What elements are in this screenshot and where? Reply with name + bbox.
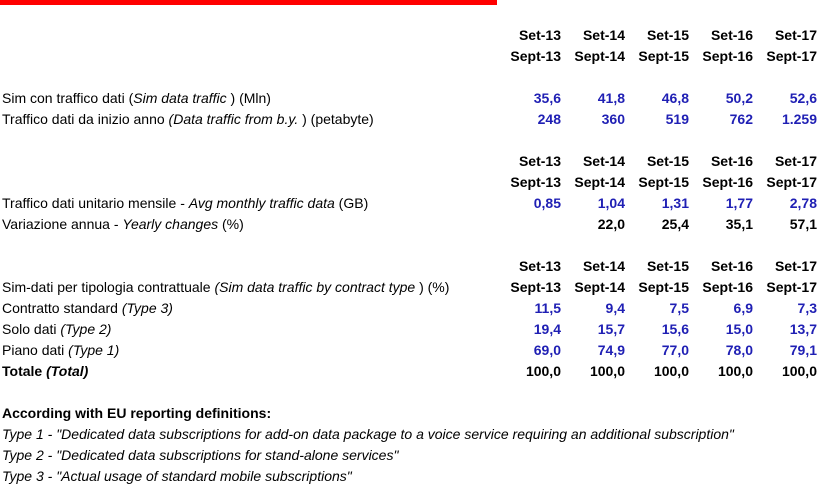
- header-cell: Sept-16: [702, 174, 753, 190]
- table-row-yearly-change: Variazione annua - Yearly changes (%) 22…: [0, 215, 839, 236]
- table-row-type1: Piano dati (Type 1) 69,0 74,9 77,0 78,0 …: [0, 341, 839, 362]
- value-cell: 57,1: [789, 216, 817, 232]
- value-cell: 52,6: [789, 90, 817, 106]
- row-label: Traffico dati unitario mensile - Avg mon…: [2, 195, 369, 211]
- row-label: Traffico dati da inizio anno (Data traff…: [2, 111, 374, 127]
- header-cell: Set-13: [518, 153, 561, 169]
- notes-title: According with EU reporting definitions:: [2, 405, 272, 421]
- header-cell: Sept-17: [766, 174, 817, 190]
- header-cell: Set-15: [646, 258, 689, 274]
- header-cell: Sept-15: [638, 48, 689, 64]
- note-type3: Type 3 - "Actual usage of standard mobil…: [2, 468, 352, 484]
- value-cell: 15,0: [725, 321, 753, 337]
- header-cell: Set-16: [710, 258, 753, 274]
- value-cell: 1,04: [597, 195, 625, 211]
- header-cell: Set-13: [518, 258, 561, 274]
- value-cell: 1,31: [661, 195, 689, 211]
- row-label: Piano dati (Type 1): [2, 342, 120, 358]
- value-cell: 248: [537, 111, 561, 127]
- row-label: Contratto standard (Type 3): [2, 300, 173, 316]
- header-cell: Sept-13: [510, 174, 561, 190]
- header-cell: Sept-17: [766, 279, 817, 295]
- table-row-sim-traffic: Sim con traffico dati (Sim data traffic …: [0, 89, 839, 110]
- header-cell: Sept-14: [574, 48, 625, 64]
- value-cell: 1,77: [725, 195, 753, 211]
- value-cell: 100,0: [589, 363, 625, 379]
- header-row-en-2: Sept-13 Sept-14 Sept-15 Sept-16 Sept-17: [0, 173, 839, 194]
- value-cell: 100,0: [781, 363, 817, 379]
- note-type1: Type 1 - "Dedicated data subscriptions f…: [2, 426, 734, 442]
- table-row-total: Totale (Total) 100,0 100,0 100,0 100,0 1…: [0, 362, 839, 383]
- value-cell: 100,0: [653, 363, 689, 379]
- header-cell: Sept-15: [638, 174, 689, 190]
- row-label: Totale (Total): [2, 363, 89, 379]
- header-cell: Set-17: [774, 27, 817, 43]
- header-row-it-2: Set-13 Set-14 Set-15 Set-16 Set-17: [0, 152, 839, 173]
- row-label: Solo dati (Type 2): [2, 321, 112, 337]
- value-cell: 6,9: [733, 300, 753, 316]
- header-row-en-1: Sept-13 Sept-14 Sept-15 Sept-16 Sept-17: [0, 47, 839, 68]
- value-cell: 13,7: [789, 321, 817, 337]
- value-cell: 100,0: [717, 363, 753, 379]
- table-row-type3: Contratto standard (Type 3) 11,5 9,4 7,5…: [0, 299, 839, 320]
- value-cell: 519: [665, 111, 689, 127]
- value-cell: 69,0: [533, 342, 561, 358]
- value-cell: 1.259: [781, 111, 817, 127]
- value-cell: 360: [601, 111, 625, 127]
- value-cell: 77,0: [661, 342, 689, 358]
- header-cell: Sept-16: [702, 279, 753, 295]
- value-cell: 50,2: [725, 90, 753, 106]
- title-accent-bar: [0, 0, 497, 5]
- header-cell: Set-17: [774, 153, 817, 169]
- header-row-en-3: Sim-dati per tipologia contrattuale (Sim…: [0, 278, 839, 299]
- value-cell: 11,5: [534, 300, 561, 316]
- header-cell: Set-14: [582, 153, 625, 169]
- value-cell: 7,3: [797, 300, 817, 316]
- table-row-type2: Solo dati (Type 2) 19,4 15,7 15,6 15,0 1…: [0, 320, 839, 341]
- header-cell: Sept-15: [638, 279, 689, 295]
- header-cell: Set-16: [710, 153, 753, 169]
- value-cell: 78,0: [725, 342, 753, 358]
- header-cell: Set-14: [582, 258, 625, 274]
- value-cell: 35,1: [725, 216, 753, 232]
- header-cell: Sept-13: [510, 48, 561, 64]
- value-cell: 15,7: [597, 321, 625, 337]
- header-cell: Set-15: [646, 27, 689, 43]
- value-cell: 74,9: [597, 342, 625, 358]
- value-cell: 46,8: [661, 90, 689, 106]
- value-cell: 0,85: [533, 195, 561, 211]
- row-label: Variazione annua - Yearly changes (%): [2, 216, 244, 232]
- note-type2: Type 2 - "Dedicated data subscriptions f…: [2, 447, 399, 463]
- row-label: Sim con traffico dati (Sim data traffic …: [2, 90, 271, 106]
- header-cell: Sept-13: [510, 279, 561, 295]
- header-cell: Set-13: [518, 27, 561, 43]
- value-cell: 7,5: [669, 300, 689, 316]
- header-row-it-3: Set-13 Set-14 Set-15 Set-16 Set-17: [0, 257, 839, 278]
- value-cell: 79,1: [789, 342, 817, 358]
- header-cell: Set-15: [646, 153, 689, 169]
- header-row-it-1: Set-13 Set-14 Set-15 Set-16 Set-17: [0, 26, 839, 47]
- value-cell: 25,4: [661, 216, 689, 232]
- value-cell: 22,0: [597, 216, 625, 232]
- header-cell: Set-16: [710, 27, 753, 43]
- table-row-data-traffic: Traffico dati da inizio anno (Data traff…: [0, 110, 839, 131]
- header-cell: Sept-14: [574, 279, 625, 295]
- table-row-avg-monthly: Traffico dati unitario mensile - Avg mon…: [0, 194, 839, 215]
- value-cell: 15,6: [661, 321, 689, 337]
- value-cell: 35,6: [533, 90, 561, 106]
- header-cell: Sept-16: [702, 48, 753, 64]
- row-label: Sim-dati per tipologia contrattuale (Sim…: [2, 279, 450, 295]
- header-cell: Set-14: [582, 27, 625, 43]
- header-cell: Sept-17: [766, 48, 817, 64]
- value-cell: 2,78: [789, 195, 817, 211]
- value-cell: 100,0: [525, 363, 561, 379]
- value-cell: 19,4: [533, 321, 561, 337]
- header-cell: Sept-14: [574, 174, 625, 190]
- header-cell: Set-17: [774, 258, 817, 274]
- value-cell: 9,4: [605, 300, 625, 316]
- value-cell: 41,8: [597, 90, 625, 106]
- value-cell: 762: [729, 111, 753, 127]
